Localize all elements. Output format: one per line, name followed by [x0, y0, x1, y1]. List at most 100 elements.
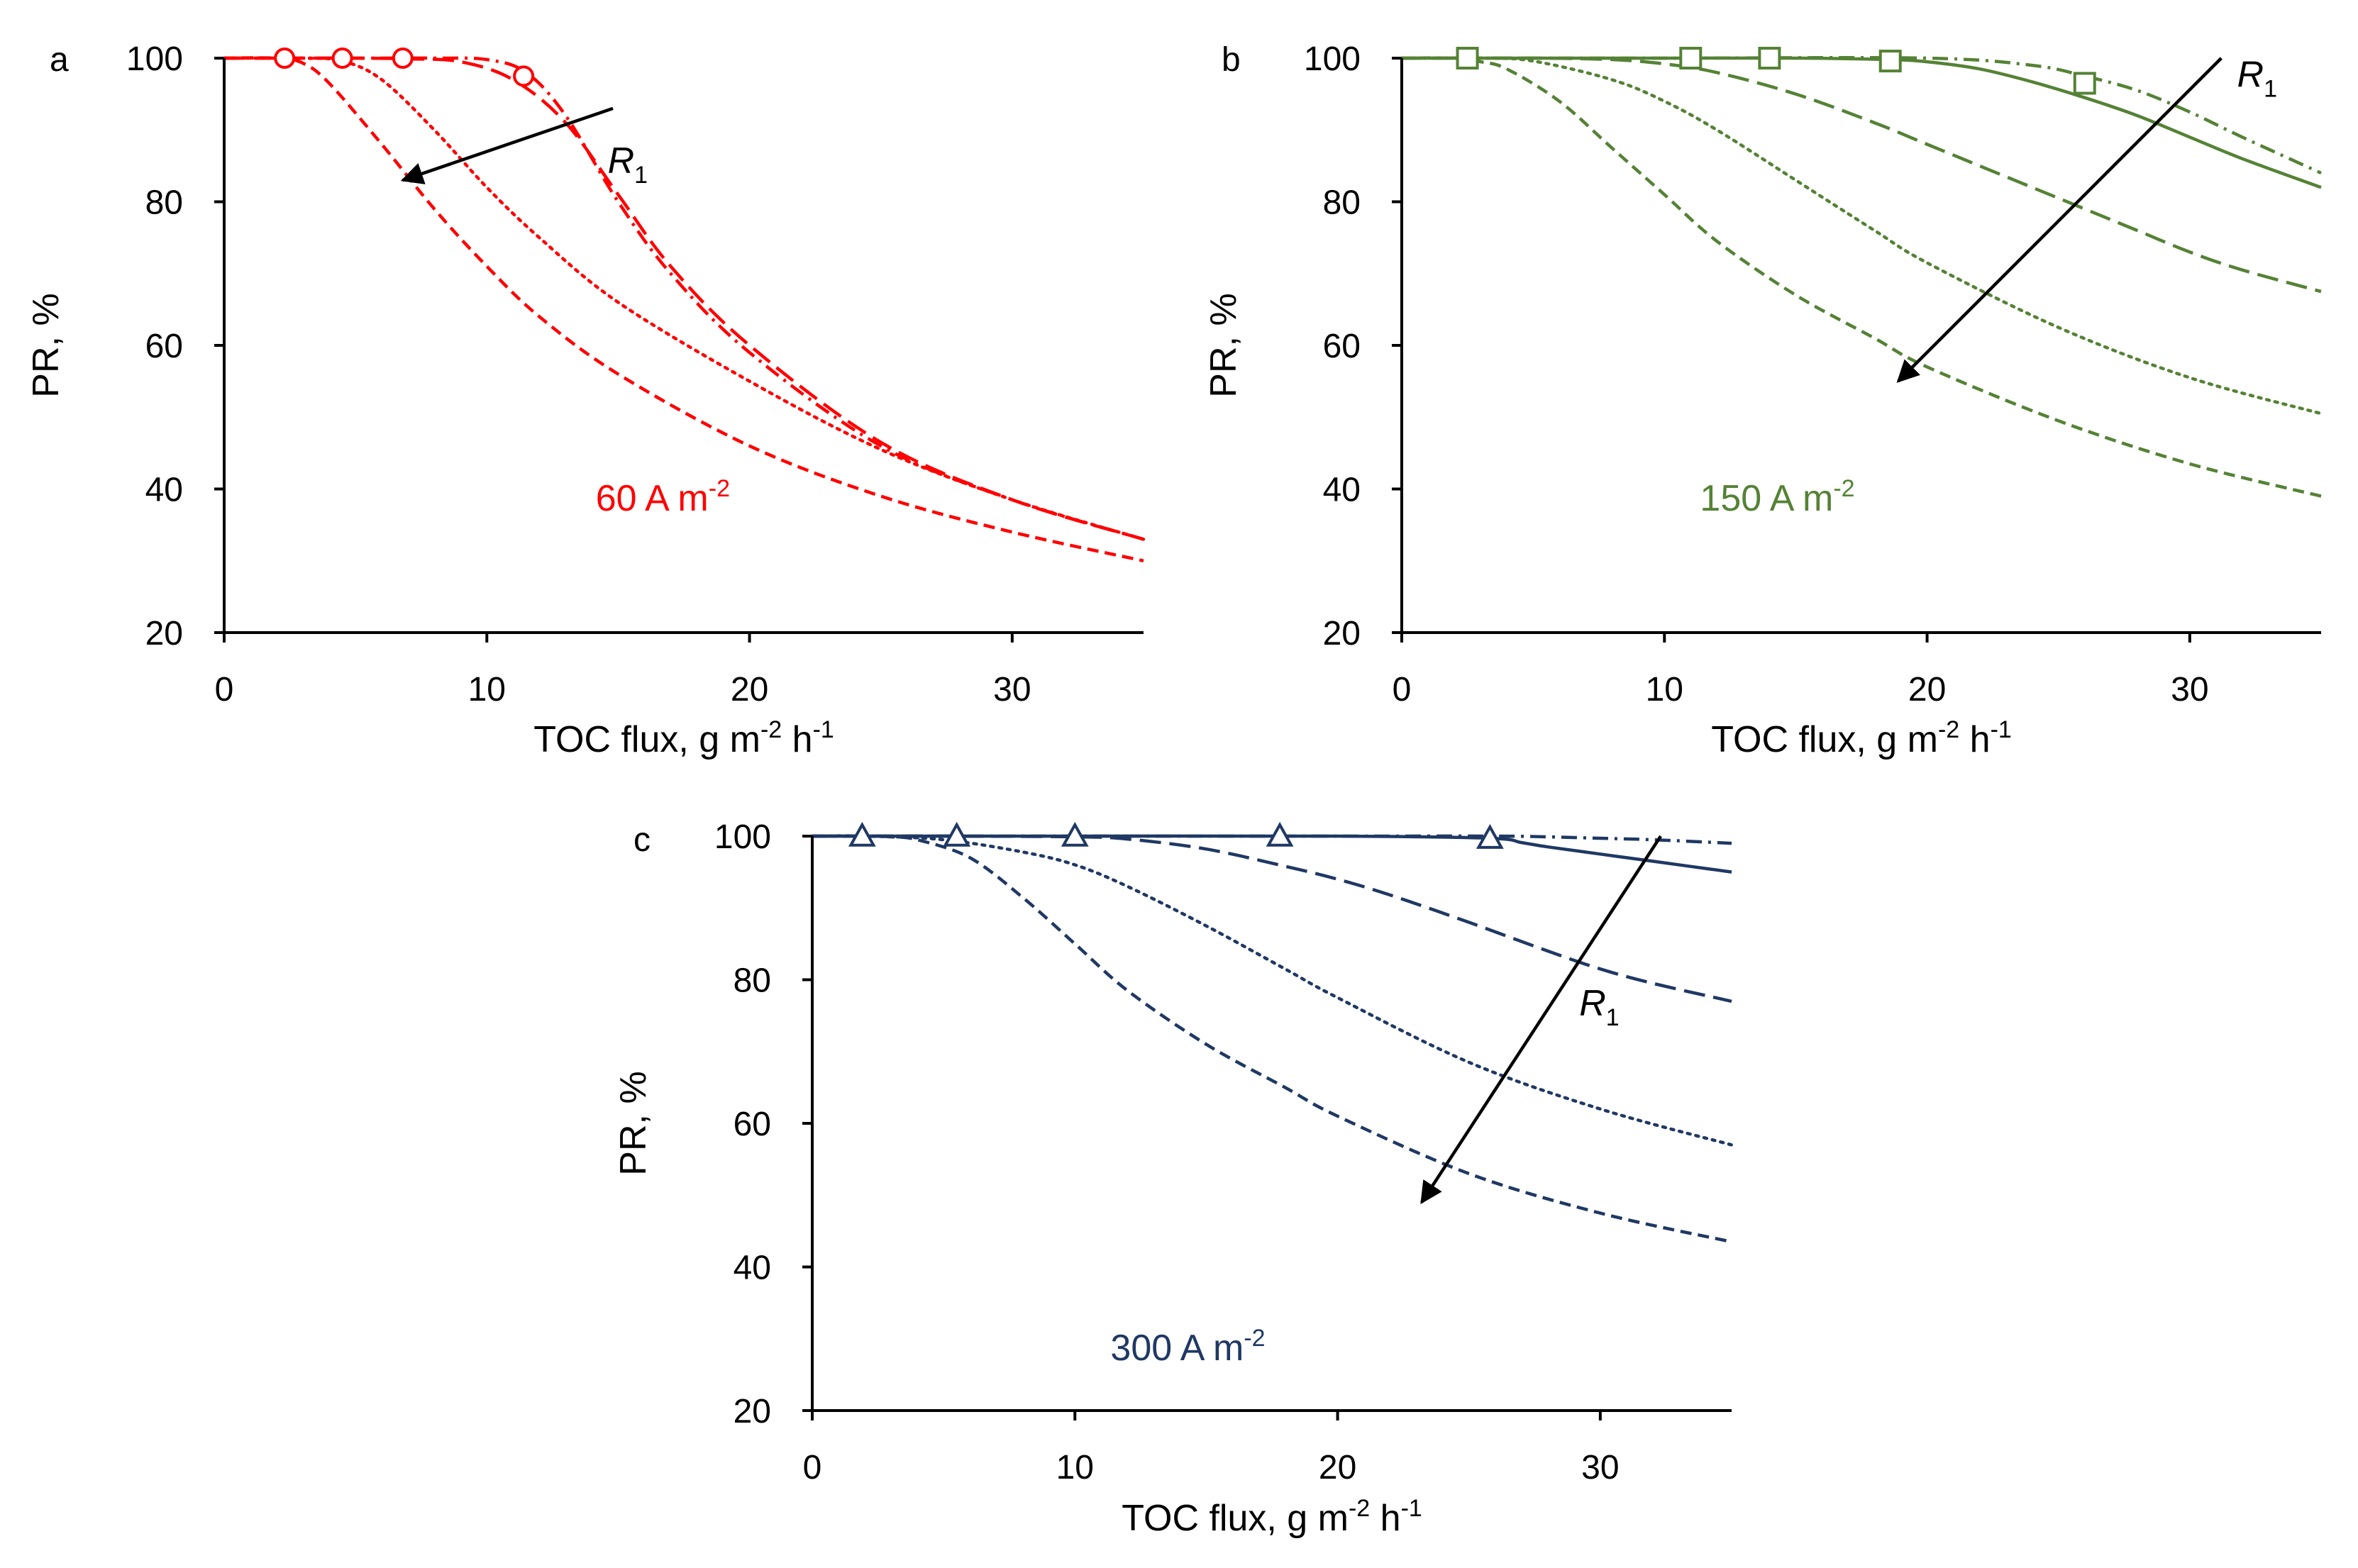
- r1-label-sub: 1: [634, 162, 648, 189]
- r1-arrow-c: [1420, 835, 1662, 1205]
- current-density-label-b: 150 A m-2: [1700, 475, 1854, 519]
- x-tick-label-a-30: 30: [993, 671, 1031, 708]
- marker-c-2: [943, 821, 971, 847]
- series-line-b-dotted: [1400, 56, 2323, 416]
- y-tick-label-b-80: 80: [1323, 184, 1361, 222]
- y-axis-title-c: PR, %: [613, 1071, 654, 1175]
- y-tick-label-c-80: 80: [734, 962, 771, 1000]
- panel-letter-b: b: [1222, 41, 1241, 79]
- x-axis-title-sup-1: -2: [1349, 1495, 1370, 1522]
- x-tick-label-a-20: 20: [731, 671, 768, 708]
- series-group-b: [1400, 55, 2323, 498]
- y-axis-title-b: PR, %: [1203, 293, 1244, 397]
- panel-letter-a: a: [50, 41, 69, 79]
- y-tick-label-c-60: 60: [734, 1106, 771, 1143]
- series-line-b-dashed: [1401, 56, 2322, 498]
- current-density-sup: -2: [1244, 1325, 1265, 1352]
- r1-label-sub: 1: [1606, 1004, 1620, 1031]
- x-tick-label-a-10: 10: [468, 671, 506, 708]
- r1-label-c: R1: [1579, 983, 1619, 1031]
- current-density-main: 300 A m: [1110, 1328, 1244, 1369]
- r1-label-main: R: [2237, 55, 2264, 96]
- current-density-label-c: 300 A m-2: [1110, 1325, 1265, 1369]
- r1-label-main: R: [608, 140, 635, 182]
- series-line-b-solid: [1402, 56, 2322, 189]
- series-line-c-long-dash: [812, 834, 1732, 1003]
- x-axis-title-sup-2: -1: [813, 716, 834, 743]
- x-tick-label-c-20: 20: [1319, 1449, 1356, 1486]
- marker-c-1: [848, 821, 876, 847]
- y-tick-label-c-20: 20: [734, 1393, 771, 1430]
- series-line-a-dotted: [222, 56, 1146, 541]
- r1-label-sub: 1: [2264, 76, 2277, 103]
- x-tick-label-b-20: 20: [1908, 671, 1946, 708]
- y-tick-label-b-60: 60: [1323, 328, 1361, 365]
- x-axis-title-mid: h: [1370, 1498, 1400, 1539]
- current-density-sup: -2: [1833, 475, 1854, 502]
- marker-c-3: [1061, 821, 1089, 847]
- x-tick-label-c-0: 0: [803, 1449, 822, 1486]
- y-tick-label-b-20: 20: [1323, 615, 1361, 652]
- current-density-main: 150 A m: [1700, 478, 1833, 519]
- x-axis-title-b: TOC flux, g m-2 h-1: [1711, 716, 2012, 760]
- x-tick-label-a-0: 0: [215, 671, 234, 708]
- marker-a-2: [331, 48, 353, 69]
- r1-label-b: R1: [2237, 55, 2277, 103]
- x-axis-title-mid: h: [782, 719, 812, 760]
- marker-b-2: [1679, 47, 1703, 69]
- marker-b-3: [1758, 47, 1781, 69]
- x-axis-title-sup-2: -1: [1401, 1495, 1422, 1522]
- y-tick-label-a-40: 40: [145, 472, 183, 509]
- series-line-c-dotted: [810, 834, 1734, 1147]
- x-tick-label-b-0: 0: [1393, 671, 1412, 708]
- series-line-c-dashed: [812, 834, 1732, 1244]
- x-axis-title-main: TOC flux, g m: [1122, 1498, 1349, 1539]
- series-group-c: [810, 834, 1734, 1244]
- series-line-a-long-dash: [224, 56, 1144, 541]
- marker-a-3: [392, 48, 414, 69]
- x-axis-title-mid: h: [1959, 719, 1990, 760]
- x-axis-title-sup-2: -1: [1991, 716, 2012, 743]
- series-line-a-dash-dot: [224, 56, 1144, 541]
- series-line-a-dashed: [223, 56, 1144, 562]
- x-tick-label-b-30: 30: [2171, 671, 2208, 708]
- x-axis-title-a: TOC flux, g m-2 h-1: [533, 716, 834, 760]
- x-axis-title-c: TOC flux, g m-2 h-1: [1122, 1495, 1422, 1539]
- x-tick-label-c-30: 30: [1581, 1449, 1619, 1486]
- x-axis-title-sup-1: -2: [760, 716, 782, 743]
- x-tick-label-b-10: 10: [1646, 671, 1683, 708]
- y-tick-label-a-20: 20: [145, 615, 183, 652]
- marker-b-5: [2073, 72, 2096, 95]
- series-line-b-long-dash: [1401, 56, 2322, 294]
- markers-group-b: [1456, 47, 2096, 95]
- x-axis-title-main: TOC flux, g m: [1711, 719, 1938, 760]
- y-tick-label-c-100: 100: [714, 818, 771, 856]
- x-axis-title-main: TOC flux, g m: [533, 719, 760, 760]
- panel-letter-c: c: [633, 821, 651, 859]
- marker-c-4: [1266, 821, 1294, 847]
- marker-b-4: [1878, 50, 1902, 73]
- series-line-b-dash-dot: [1402, 55, 2322, 175]
- current-density-sup: -2: [709, 475, 730, 502]
- marker-c-5: [1476, 823, 1504, 849]
- x-tick-label-c-10: 10: [1056, 1449, 1094, 1486]
- marker-b-1: [1456, 47, 1479, 69]
- r1-label-a: R1: [608, 140, 648, 189]
- x-axis-title-sup-1: -2: [1938, 716, 1959, 743]
- y-tick-label-b-40: 40: [1323, 472, 1361, 509]
- markers-group-c: [848, 821, 1504, 849]
- markers-group-a: [274, 48, 535, 87]
- current-density-label-a: 60 A m-2: [596, 475, 730, 519]
- current-density-main: 60 A m: [596, 478, 709, 519]
- y-tick-label-a-60: 60: [145, 328, 183, 365]
- r1-arrow-a: [400, 106, 614, 184]
- r1-arrow-b: [1896, 57, 2223, 383]
- y-tick-label-b-100: 100: [1304, 40, 1361, 78]
- r1-label-main: R: [1579, 983, 1606, 1024]
- y-tick-label-c-40: 40: [734, 1250, 771, 1287]
- y-tick-label-a-100: 100: [126, 40, 183, 78]
